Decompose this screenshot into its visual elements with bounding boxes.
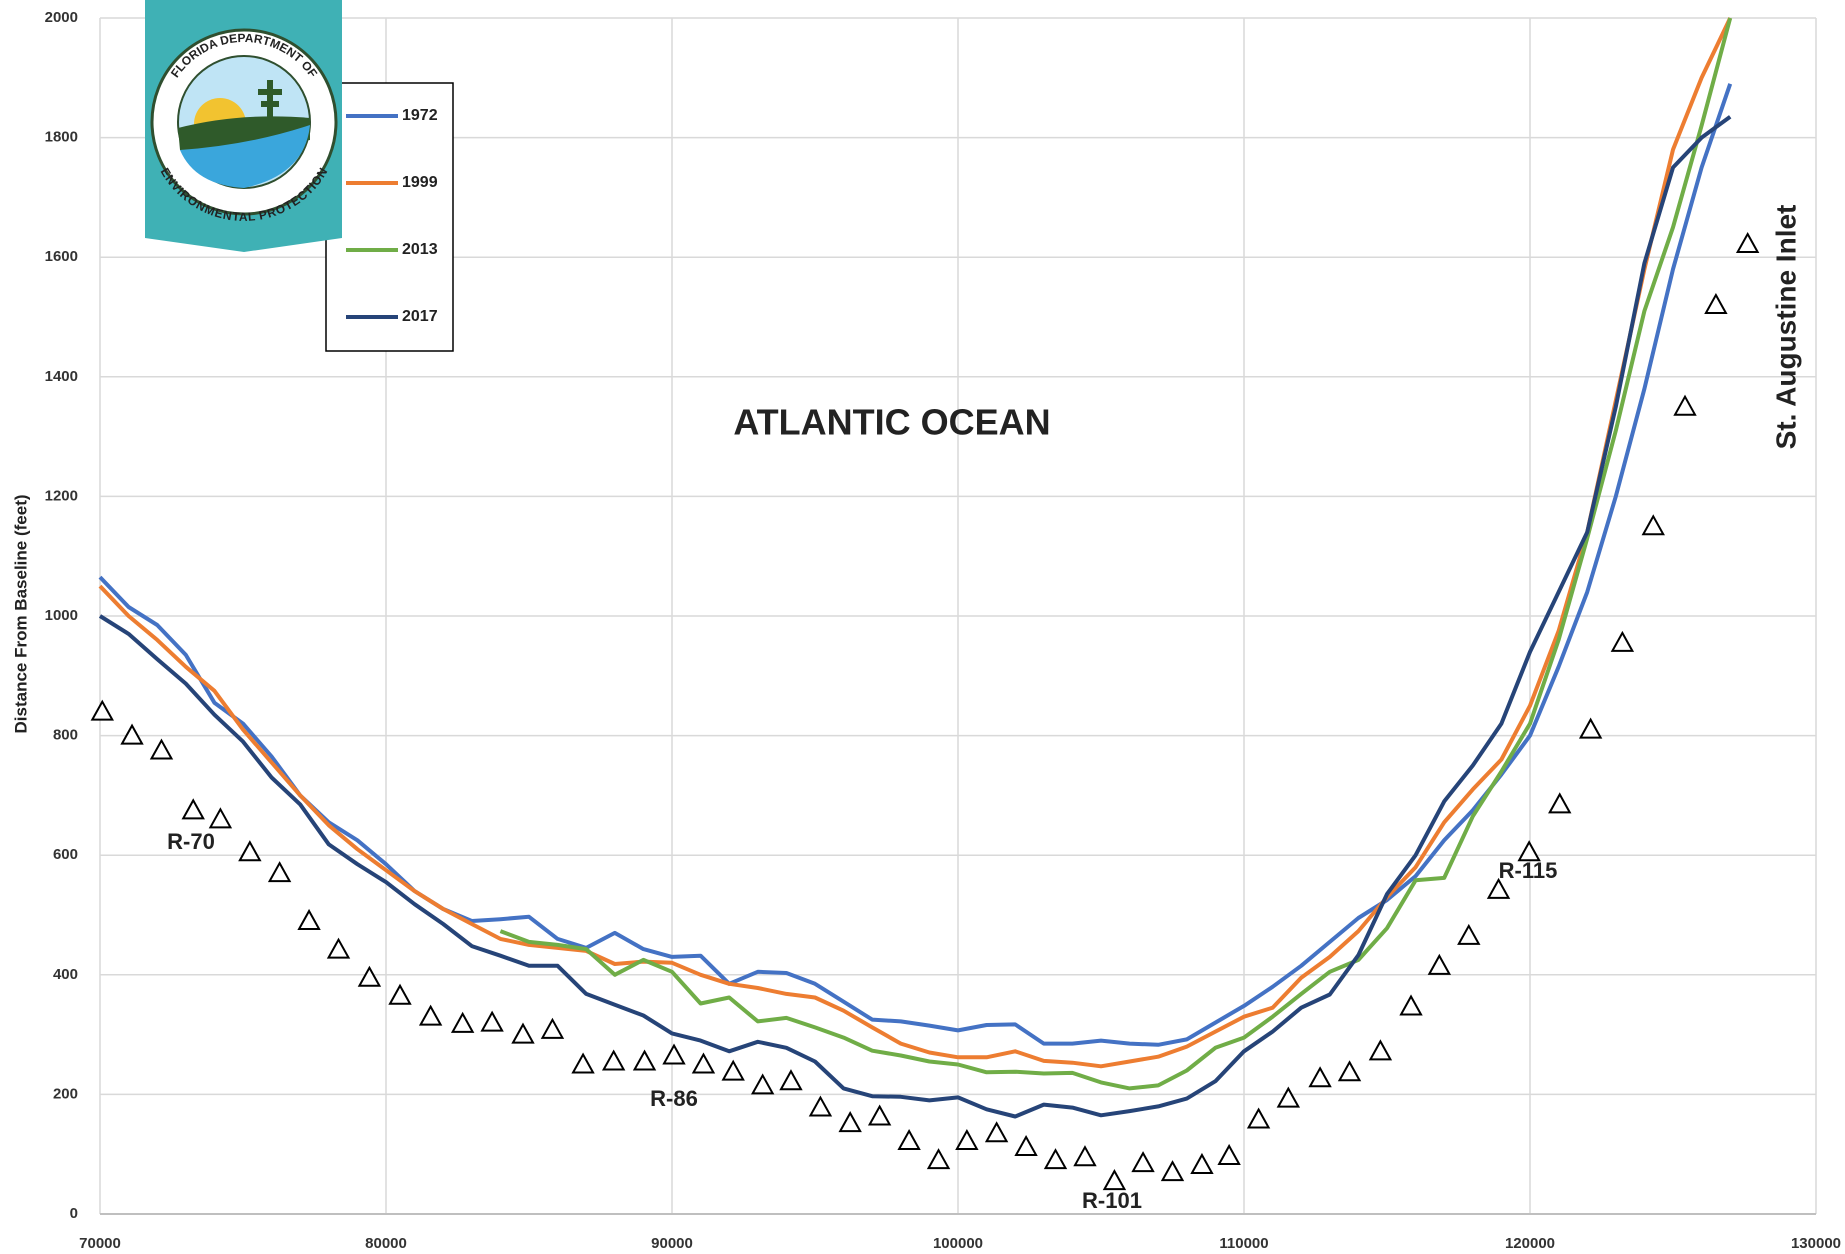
x-tick-label: 120000 — [1505, 1235, 1555, 1252]
series-line — [499, 17, 1733, 1091]
monument-marker — [1337, 1060, 1362, 1082]
y-tick-label: 0 — [70, 1205, 78, 1222]
y-tick-label: 2000 — [45, 9, 78, 26]
annotation: St. Augustine Inlet — [1770, 205, 1801, 450]
x-tick-label: 80000 — [365, 1235, 407, 1252]
monument-marker — [1102, 1169, 1127, 1191]
monument-marker — [662, 1043, 686, 1065]
monument-marker — [897, 1128, 921, 1151]
monument-marker — [1073, 1145, 1097, 1167]
monument-marker — [601, 1049, 626, 1071]
legend-box — [325, 82, 454, 352]
monument-marker — [984, 1121, 1009, 1143]
monument-marker — [326, 937, 351, 959]
y-tick-label: 1600 — [45, 248, 78, 265]
y-tick-label: 1400 — [45, 368, 78, 385]
monument-marker — [1486, 877, 1511, 899]
monument-marker — [1160, 1160, 1185, 1182]
monument-marker — [511, 1022, 535, 1044]
monument-marker — [1217, 1143, 1241, 1165]
monument-marker — [1368, 1039, 1393, 1061]
annotation: R-86 — [650, 1086, 698, 1111]
annotation: R-70 — [167, 829, 215, 854]
monument-marker — [1399, 994, 1423, 1016]
monument-marker — [1641, 514, 1665, 536]
monument-marker — [721, 1059, 745, 1081]
annotation: ATLANTIC OCEAN — [733, 402, 1050, 443]
monument-marker — [926, 1148, 951, 1170]
monument-marker — [779, 1069, 803, 1091]
monument-marker — [1548, 792, 1572, 814]
monument-marker — [208, 807, 233, 829]
monument-marker — [238, 840, 262, 862]
y-tick-label: 1200 — [45, 487, 78, 504]
monument-marker — [267, 861, 292, 883]
series-line — [98, 83, 1733, 1047]
monument-marker — [90, 699, 114, 721]
logo-tree — [258, 80, 282, 120]
monument-marker — [808, 1095, 833, 1117]
monument-marker — [1131, 1151, 1155, 1173]
x-tick-label: 130000 — [1791, 1235, 1841, 1252]
y-tick-label: 200 — [53, 1085, 78, 1102]
legend-label: 2013 — [402, 241, 438, 258]
series-line — [98, 115, 1732, 1119]
x-tick-label: 70000 — [79, 1235, 121, 1252]
logo-water — [180, 125, 310, 188]
monument-marker — [1735, 231, 1760, 254]
monument-marker — [1190, 1152, 1214, 1174]
y-tick-label: 1800 — [45, 129, 78, 146]
monument-marker — [571, 1052, 595, 1074]
y-axis-label: Distance From Baseline (feet) — [11, 494, 30, 733]
x-tick-label: 90000 — [651, 1235, 693, 1252]
y-tick-label: 800 — [53, 727, 78, 744]
monument-marker — [750, 1073, 775, 1095]
monument-marker — [480, 1010, 504, 1032]
monument-marker — [1427, 953, 1452, 975]
monument-marker — [955, 1128, 979, 1151]
monument-marker — [1276, 1086, 1301, 1108]
monument-marker — [450, 1011, 475, 1033]
monument-marker — [1704, 292, 1728, 315]
monument-marker — [1578, 717, 1603, 739]
legend-label: 1999 — [402, 174, 438, 191]
annotation: R-115 — [1499, 858, 1558, 883]
monument-marker — [632, 1049, 657, 1071]
x-tick-label: 100000 — [933, 1235, 983, 1252]
monument-marker — [540, 1017, 565, 1039]
y-tick-label: 1000 — [45, 607, 78, 624]
monument-marker — [418, 1004, 443, 1026]
monument-marker — [357, 965, 382, 987]
y-tick-label: 400 — [53, 966, 78, 983]
y-tick-label: 600 — [53, 846, 78, 863]
monument-marker — [1246, 1107, 1271, 1129]
monument-marker — [838, 1111, 862, 1133]
x-tick-label: 110000 — [1219, 1235, 1268, 1252]
monument-marker — [149, 738, 174, 760]
monument-marker — [120, 723, 144, 745]
monument-marker — [1610, 630, 1635, 652]
monument-marker — [1457, 923, 1481, 945]
monument-marker — [388, 983, 412, 1005]
monument-marker — [297, 908, 321, 930]
series-line — [98, 17, 1733, 1069]
monument-marker — [867, 1104, 892, 1126]
monument-marker — [181, 798, 205, 820]
annotation: R-101 — [1082, 1188, 1142, 1213]
monument-marker — [1014, 1134, 1038, 1157]
legend-label: 1972 — [402, 107, 438, 124]
legend-label: 2017 — [402, 308, 438, 325]
monument-marker — [1673, 394, 1697, 416]
monument-marker — [1043, 1148, 1068, 1170]
monument-marker — [1308, 1066, 1332, 1088]
monument-marker — [691, 1052, 716, 1074]
monument-marker — [1517, 840, 1541, 862]
